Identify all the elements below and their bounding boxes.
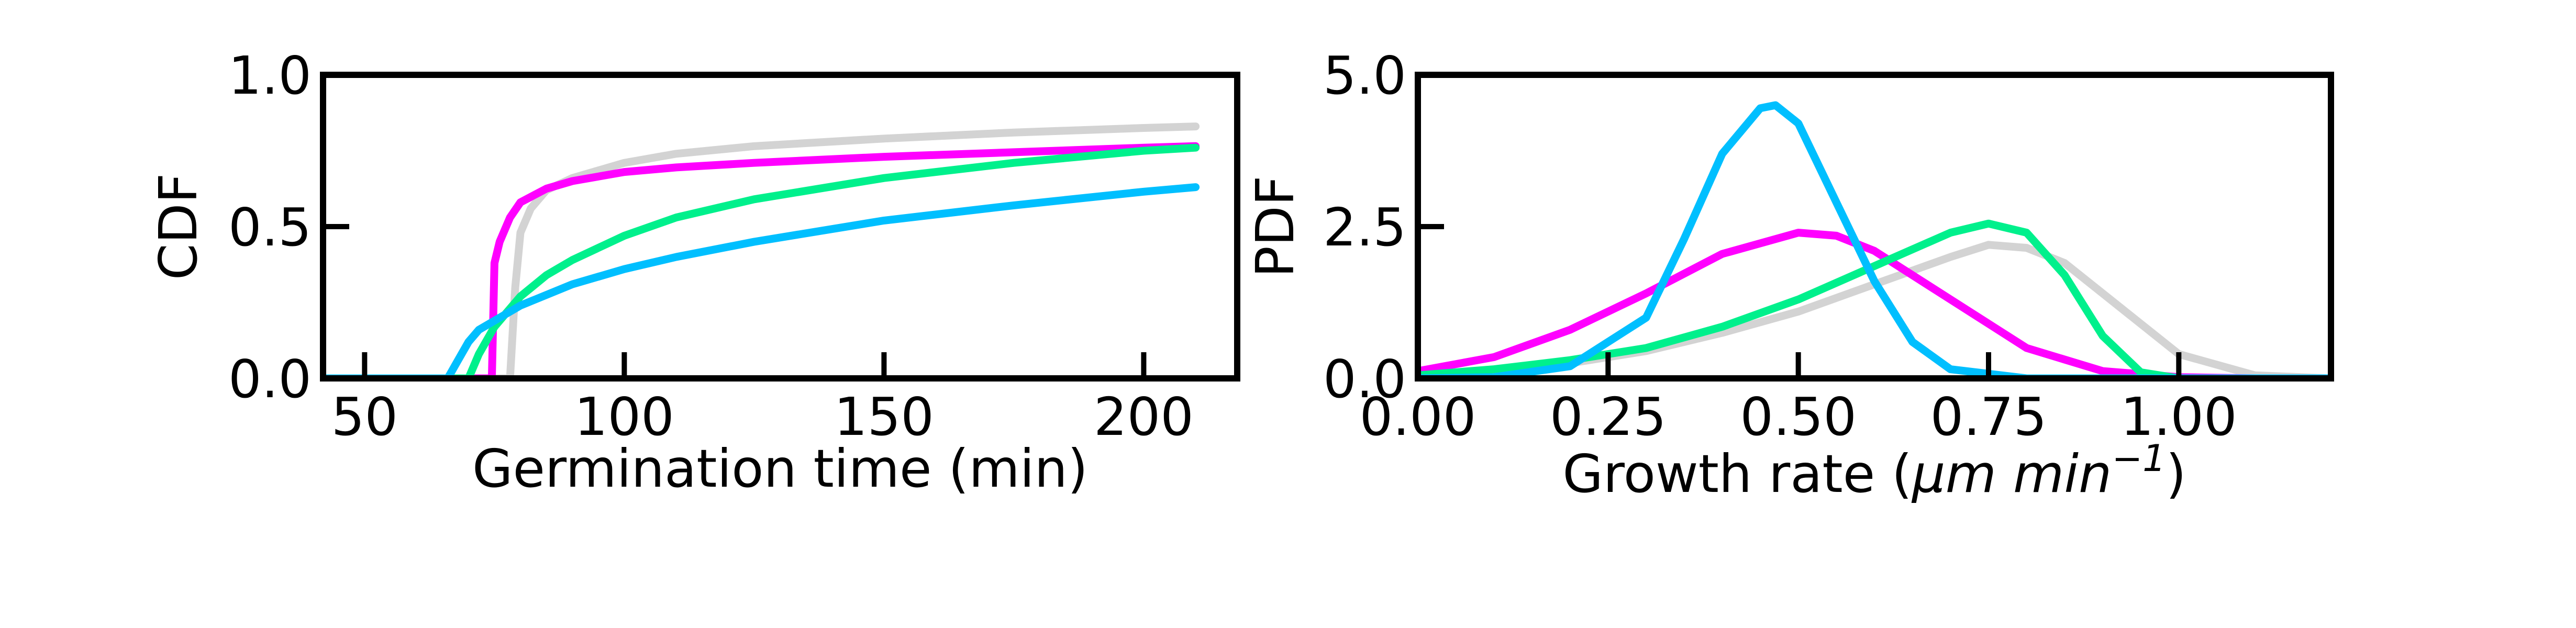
pdf-x-tick-label: 0.75	[1930, 386, 2047, 447]
cdf-x-tick-label: 50	[331, 386, 398, 447]
pdf-x-tick-label: 0.25	[1550, 386, 1667, 447]
cdf-series-line-1	[323, 122, 1200, 378]
cdf-x-axis-label: Germination time (min)	[472, 438, 1088, 499]
cdf-axes-frame	[320, 72, 1240, 382]
cdf-y-tick-label: 1.0	[228, 45, 312, 106]
cdf-series-line-4	[323, 183, 1200, 378]
pdf-x-tick-label: 0.50	[1740, 386, 1857, 447]
cdf-series-group	[323, 122, 1200, 378]
pdf-series-group	[1418, 101, 2331, 378]
pdf-y-tick-label: 5.0	[1323, 45, 1406, 106]
cdf-chart: 50 100 150 200 0.0 0.5 1.0 Germination time (mi…	[148, 45, 1240, 499]
cdf-y-tick-label: 0.5	[228, 197, 312, 258]
pdf-series-line-3	[1418, 219, 2331, 378]
cdf-x-tick-label: 100	[574, 386, 674, 447]
pdf-y-tick-label: 2.5	[1323, 197, 1406, 258]
pdf-chart: 0.00 0.25 0.50 0.75 1.00 0.0 2.5 5.0 Growth rate…	[1245, 45, 2334, 504]
cdf-series-line-3	[323, 143, 1200, 378]
cdf-x-tick-label: 200	[1094, 386, 1194, 447]
pdf-x-tick-label: 0.00	[1360, 386, 1476, 447]
pdf-y-axis-label: PDF	[1245, 176, 1306, 278]
cdf-y-tick-label: 0.0	[228, 349, 312, 410]
cdf-x-tick-label: 150	[834, 386, 934, 447]
cdf-y-axis-label: CDF	[148, 173, 209, 280]
pdf-x-tick-label: 1.00	[2120, 386, 2237, 447]
pdf-x-axis-label: Growth rate (μm min−1)	[1562, 437, 2186, 504]
pdf-y-tick-label: 0.0	[1323, 349, 1406, 410]
cdf-series-line-2	[323, 142, 1200, 378]
